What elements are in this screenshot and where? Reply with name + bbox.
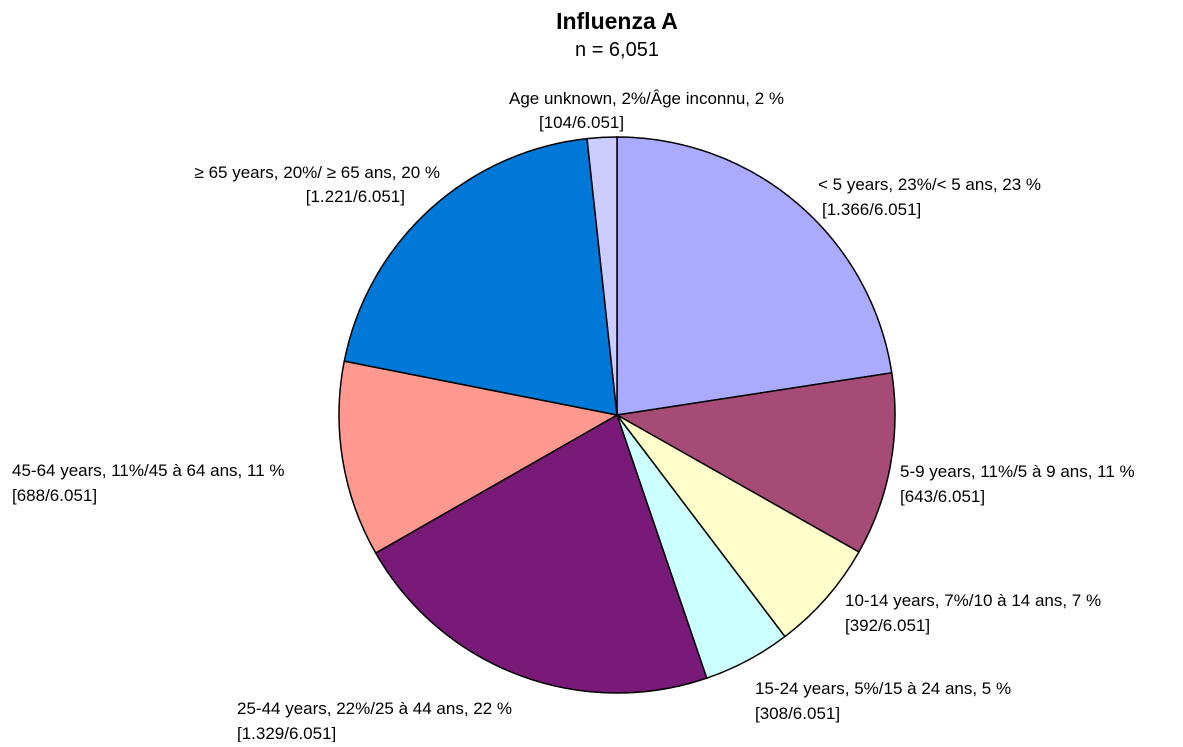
pie-slice <box>374 413 708 694</box>
slice-value-label: [643/6.051] <box>900 487 985 506</box>
slice-value-label: [1.366/6.051] <box>822 200 921 219</box>
slice-value-label: [1.221/6.051] <box>306 187 405 206</box>
chart-title: Influenza A <box>556 8 678 34</box>
slice-label: 5-9 years, 11%/5 à 9 ans, 11 % <box>900 462 1135 481</box>
slice-value-label: [1.329/6.051] <box>237 724 336 742</box>
slice-label: ≥ 65 years, 20%/ ≥ 65 ans, 20 % <box>195 163 440 182</box>
slice-value-label: [392/6.051] <box>845 616 930 635</box>
slice-label: 45-64 years, 11%/45 à 64 ans, 11 % <box>12 461 285 480</box>
slice-value-label: [308/6.051] <box>755 704 840 723</box>
slice-label: 25-44 years, 22%/25 à 44 ans, 22 % <box>237 699 512 718</box>
pie-slice <box>343 137 618 416</box>
pie-slice <box>338 360 620 555</box>
slice-value-label: [688/6.051] <box>12 486 97 505</box>
pie-slice <box>614 371 896 554</box>
slice-label: 15-24 years, 5%/15 à 24 ans, 5 % <box>755 679 1011 698</box>
pie-slice <box>586 136 618 416</box>
pie-slice <box>616 136 893 416</box>
slice-label: < 5 years, 23%/< 5 ans, 23 % <box>818 175 1041 194</box>
slice-value-label: [104/6.051] <box>539 113 624 132</box>
slice-label: 10-14 years, 7%/10 à 14 ans, 7 % <box>845 591 1101 610</box>
pie-slice <box>616 414 860 638</box>
slice-label: Age unknown, 2%/Âge inconnu, 2 % <box>509 89 784 108</box>
chart-subtitle: n = 6,051 <box>575 39 659 61</box>
